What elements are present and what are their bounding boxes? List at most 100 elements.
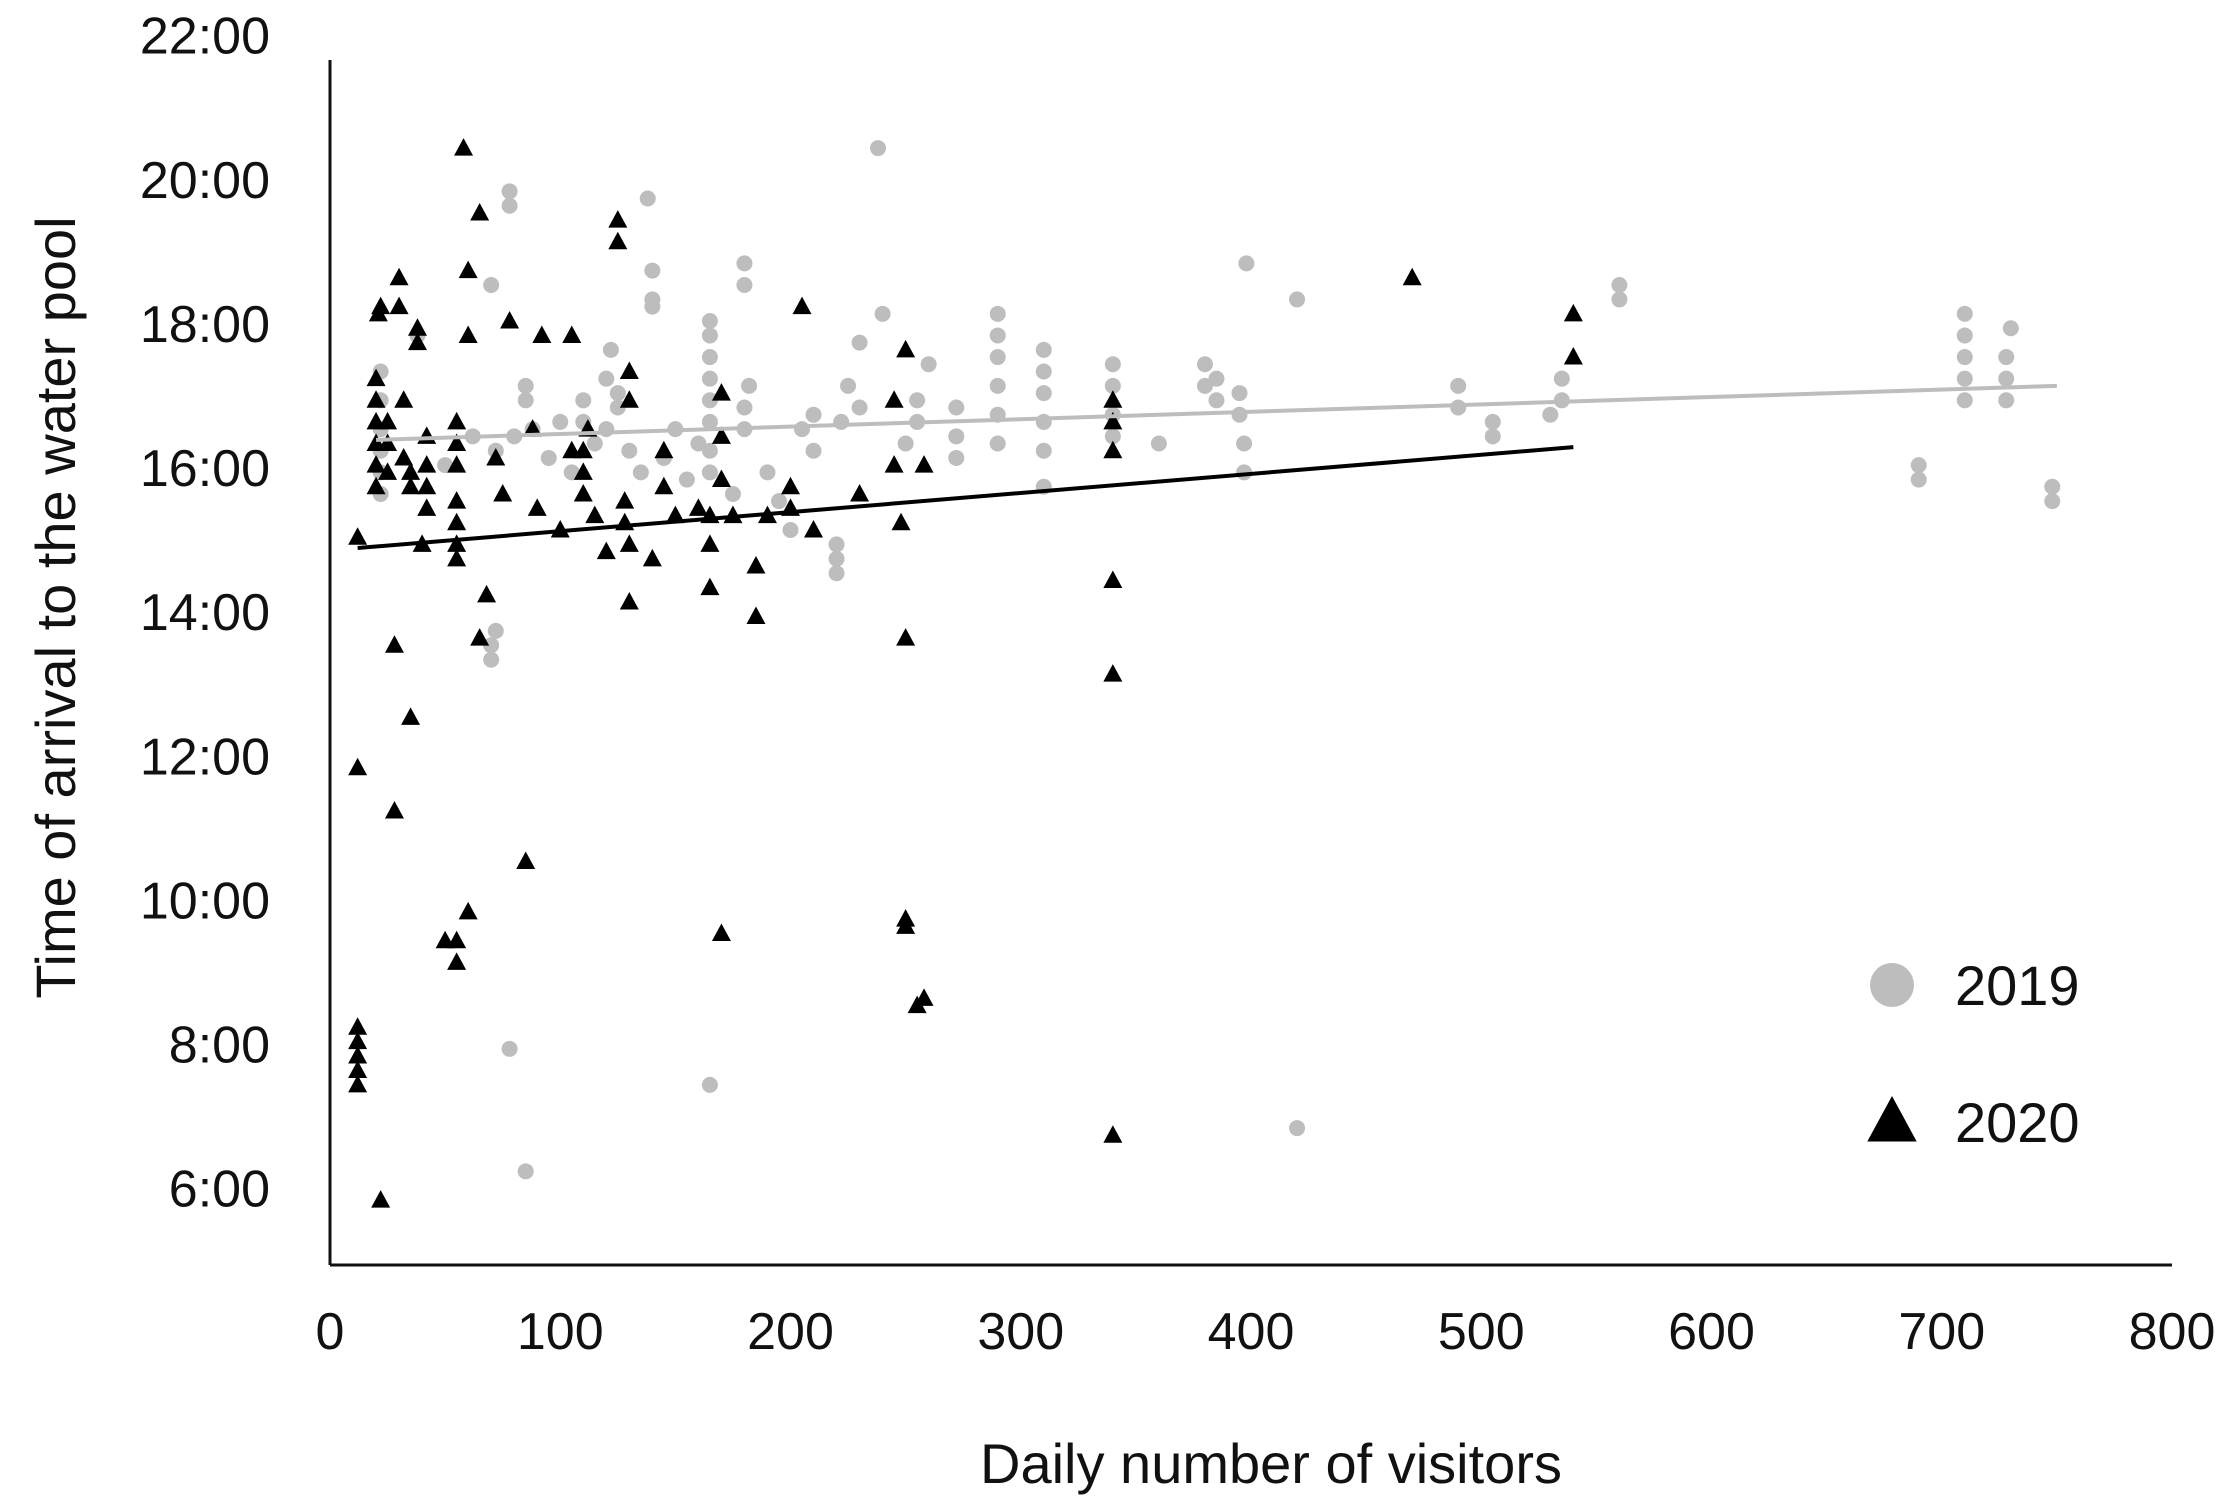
data-point-2020 [884, 390, 904, 408]
data-point-2019 [1196, 377, 1213, 394]
data-point-2020 [447, 411, 467, 430]
data-point-2019 [948, 399, 965, 416]
data-point-2019 [501, 197, 518, 214]
data-point-2019 [989, 377, 1006, 394]
trend-line-2019 [375, 383, 2057, 442]
x-tick-label: 100 [517, 1303, 604, 1361]
data-point-2019 [874, 305, 891, 322]
data-point-2019 [644, 291, 661, 308]
data-point-2019 [1035, 341, 1052, 358]
data-point-2019 [678, 471, 695, 488]
data-point-2020 [619, 390, 639, 408]
data-point-2019 [602, 341, 619, 358]
data-point-2019 [1236, 435, 1253, 452]
data-point-2019 [1450, 399, 1467, 416]
data-point-2020 [458, 901, 478, 920]
data-point-2020 [378, 411, 398, 430]
data-point-2020 [366, 390, 386, 408]
data-point-2019 [948, 428, 965, 445]
data-point-2020 [608, 231, 628, 250]
data-point-2019 [517, 1163, 534, 1180]
data-point-2019 [1104, 428, 1121, 445]
data-point-2019 [540, 449, 557, 466]
data-point-2020 [458, 260, 478, 279]
data-point-2020 [711, 426, 731, 444]
data-point-2020 [654, 440, 674, 459]
data-point-2020 [1103, 390, 1123, 408]
data-point-2019 [1998, 349, 2015, 366]
data-point-2019 [1196, 356, 1213, 373]
data-point-2020 [700, 534, 720, 552]
data-point-2019 [805, 442, 822, 459]
data-point-2019 [1956, 327, 1973, 344]
y-axis-title: Time of arrival to the water pool [24, 216, 87, 998]
data-point-2020 [447, 534, 467, 552]
data-point-2020 [348, 1031, 368, 1050]
x-tick-label: 0 [316, 1303, 345, 1361]
trend-line-2020 [357, 445, 1574, 551]
data-point-2020 [401, 707, 421, 725]
data-point-2020 [1563, 303, 1583, 322]
data-point-2019 [1208, 392, 1225, 409]
data-point-2019 [501, 1040, 518, 1057]
data-point-2020 [1563, 347, 1583, 365]
data-point-2019 [1150, 435, 1167, 452]
x-tick-label: 500 [1438, 1303, 1525, 1361]
data-point-2019 [897, 435, 914, 452]
data-point-2019 [828, 565, 845, 582]
data-point-2020 [1402, 267, 1422, 286]
data-point-2020 [700, 577, 720, 596]
data-point-2019 [989, 435, 1006, 452]
data-point-2019 [701, 442, 718, 459]
data-point-2019 [989, 327, 1006, 344]
data-point-2019 [724, 485, 741, 502]
legend-label-2020: 2020 [1955, 1091, 2080, 1154]
data-point-2019 [736, 255, 753, 272]
data-point-2020 [619, 361, 639, 379]
data-point-2020 [781, 476, 800, 495]
data-point-2020 [792, 296, 812, 315]
data-point-2019 [552, 413, 569, 430]
data-point-2020 [573, 483, 593, 502]
data-point-2020 [470, 202, 490, 221]
data-point-2019 [575, 392, 592, 409]
data-point-2020 [527, 498, 547, 516]
data-point-2020 [562, 325, 582, 343]
data-point-2020 [348, 1046, 368, 1064]
data-point-2019 [989, 349, 1006, 366]
data-point-2020 [394, 390, 414, 408]
data-point-2019 [2044, 493, 2061, 510]
data-point-2020 [378, 433, 398, 452]
data-point-2020 [711, 383, 731, 401]
y-tick-label: 10:00 [140, 872, 270, 930]
data-point-2019 [736, 277, 753, 293]
data-point-2019 [1956, 305, 1973, 322]
data-point-2019 [517, 377, 534, 394]
y-tick-label: 22:00 [140, 8, 270, 66]
data-point-2019 [1998, 392, 2015, 409]
data-point-2020 [850, 483, 870, 502]
data-point-2020 [458, 325, 478, 343]
data-point-2019 [851, 334, 868, 351]
data-points [348, 138, 2061, 1208]
data-point-2019 [517, 392, 534, 409]
data-point-2020 [447, 952, 467, 970]
data-point-2019 [701, 349, 718, 366]
data-point-2019 [609, 399, 626, 416]
data-point-2020 [500, 311, 520, 329]
data-point-2019 [501, 183, 518, 200]
data-point-2020 [447, 512, 467, 531]
data-point-2019 [782, 522, 799, 538]
data-point-2020 [619, 534, 639, 552]
y-axis-ticks: 6:00 8:00 10:00 12:00 14:00 16:00 18:00 20:00 22… [140, 8, 270, 1219]
data-point-2019 [1104, 356, 1121, 373]
data-point-2020 [348, 1074, 368, 1093]
data-point-2020 [486, 447, 506, 466]
data-point-2020 [746, 556, 766, 574]
y-tick-label: 8:00 [169, 1017, 270, 1075]
data-point-2020 [384, 801, 404, 819]
data-point-2020 [384, 635, 404, 653]
data-point-2020 [573, 462, 593, 480]
data-point-2019 [2002, 320, 2019, 337]
data-point-2019 [1035, 363, 1052, 380]
